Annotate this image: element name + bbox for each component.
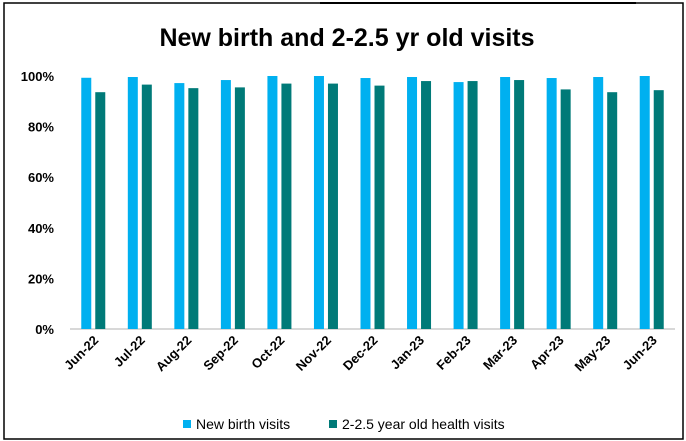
bar-new-birth-jun-22	[81, 77, 92, 330]
x-tick-label: Apr-23	[527, 333, 567, 373]
bar-2-2-5-year-aug-22	[188, 88, 199, 329]
bar-2-2-5-year-mar-23	[514, 80, 525, 329]
y-tick-label: 100%	[21, 69, 55, 84]
y-tick-label: 60%	[28, 170, 54, 185]
bar-new-birth-may-23	[593, 77, 604, 330]
chart-title: New birth and 2-2.5 yr old visits	[159, 24, 534, 52]
bar-2-2-5-year-jul-22	[141, 84, 152, 330]
legend: New birth visits 2-2.5 year old health v…	[183, 416, 505, 432]
bar-new-birth-oct-22	[267, 76, 278, 329]
y-tick-label: 40%	[28, 221, 54, 236]
bar-new-birth-dec-22	[360, 78, 371, 329]
bar-2-2-5-year-jan-23	[421, 81, 432, 329]
bar-2-2-5-year-jun-23	[653, 90, 664, 329]
bar-2-2-5-year-apr-23	[560, 89, 571, 329]
x-tick-label: Aug-22	[153, 333, 195, 375]
bar-2-2-5-year-sep-22	[234, 87, 245, 329]
bar-new-birth-nov-22	[313, 76, 324, 329]
legend-label-new-birth: New birth visits	[196, 416, 290, 432]
bar-new-birth-mar-23	[500, 77, 511, 330]
bar-2-2-5-year-may-23	[607, 92, 618, 329]
x-tick-label: Mar-23	[480, 333, 520, 373]
y-tick-label: 80%	[28, 120, 54, 135]
bar-2-2-5-year-oct-22	[281, 83, 292, 329]
x-axis: Jun-22 Jul-22 Aug-22 Sep-22 Oct-22 Nov-22 Dec-…	[61, 333, 660, 375]
x-tick-label: May-23	[572, 333, 614, 375]
bar-2-2-5-year-feb-23	[467, 81, 478, 329]
legend-label-2-2-5-year: 2-2.5 year old health visits	[342, 416, 505, 432]
bar-new-birth-feb-23	[453, 82, 464, 330]
bar-new-birth-jul-22	[127, 77, 138, 330]
x-tick-label: Jun-23	[620, 333, 660, 373]
bar-new-birth-aug-22	[174, 83, 185, 329]
bar-new-birth-sep-22	[220, 80, 231, 329]
bars-group	[81, 76, 664, 330]
x-tick-label: Oct-22	[248, 333, 287, 372]
legend-swatch-2-2-5-year	[329, 420, 337, 428]
legend-swatch-new-birth	[183, 420, 191, 428]
bar-new-birth-apr-23	[546, 78, 557, 329]
x-tick-label: Nov-22	[293, 333, 334, 374]
bar-new-birth-jan-23	[407, 77, 418, 330]
x-tick-label: Feb-23	[433, 333, 473, 373]
bar-2-2-5-year-dec-22	[374, 85, 385, 329]
y-tick-label: 20%	[28, 271, 54, 286]
y-tick-label: 0%	[35, 322, 54, 337]
bar-new-birth-jun-23	[639, 76, 650, 329]
x-tick-label: Sep-22	[200, 333, 241, 374]
bar-2-2-5-year-jun-22	[95, 92, 106, 329]
bar-2-2-5-year-nov-22	[327, 83, 338, 329]
x-tick-label: Jan-23	[387, 333, 427, 373]
x-tick-label: Jun-22	[61, 333, 101, 373]
y-axis: 0% 20% 40% 60% 80% 100%	[21, 69, 55, 337]
x-tick-label: Dec-22	[340, 333, 381, 374]
x-tick-label: Jul-22	[111, 333, 148, 370]
